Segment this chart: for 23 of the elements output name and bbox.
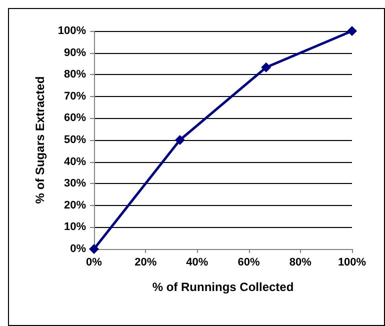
point bbox=[89, 244, 99, 254]
x-axis-title: % of Runnings Collected bbox=[152, 280, 294, 294]
point bbox=[347, 26, 357, 36]
y-tick-label: 90% bbox=[64, 46, 86, 59]
y-tick-label: 50% bbox=[64, 134, 86, 146]
x-tick-label: 100% bbox=[338, 256, 366, 268]
y-axis-title: % of Sugars Extracted bbox=[33, 76, 47, 204]
y-tick-label: 80% bbox=[64, 68, 86, 81]
y-tick-label: 70% bbox=[64, 90, 86, 102]
y-tick-label: 60% bbox=[64, 112, 86, 124]
x-tick-label: 20% bbox=[134, 256, 157, 268]
y-tick-label: 10% bbox=[64, 221, 86, 234]
x-tick-label: 40% bbox=[186, 256, 208, 268]
y-tick-label: 40% bbox=[64, 156, 86, 168]
y-tick-label: 0% bbox=[70, 243, 86, 255]
x-tick-label: 0% bbox=[86, 256, 102, 268]
x-tick-label: 60% bbox=[238, 256, 260, 268]
point bbox=[261, 62, 272, 72]
y-tick-label: 20% bbox=[64, 199, 86, 212]
x-tick-label: 80% bbox=[289, 256, 312, 268]
point bbox=[174, 135, 185, 145]
y-tick-label: 30% bbox=[64, 178, 86, 190]
y-tick-label: 100% bbox=[58, 25, 86, 37]
